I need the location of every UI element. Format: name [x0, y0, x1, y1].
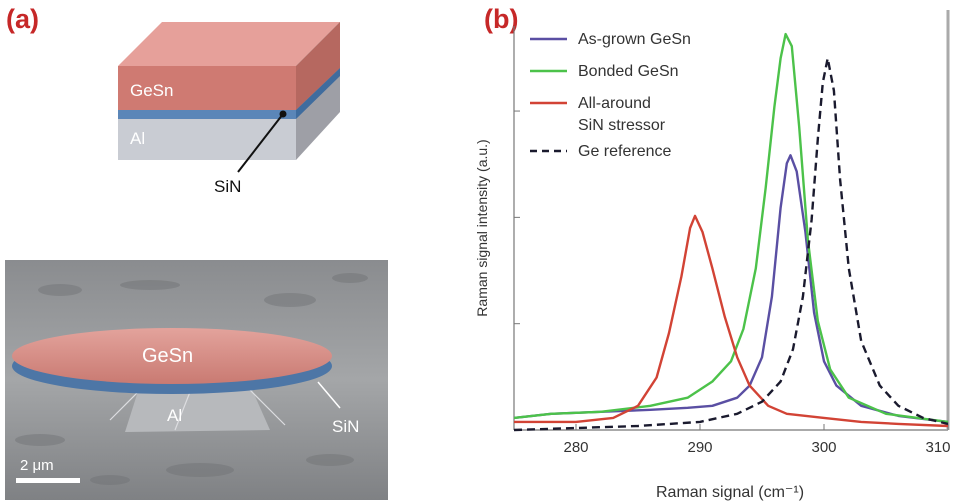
al-support: [125, 385, 270, 432]
gesn-right-face: [296, 22, 340, 110]
sin-pointer-line: [237, 113, 284, 173]
y-axis-label: Raman signal intensity (a.u.): [474, 139, 490, 316]
schematic-sin-label: SiN: [214, 177, 241, 196]
series-line-3: [513, 57, 949, 432]
legend-label-3: Ge reference: [578, 143, 671, 160]
al-front-face: [118, 119, 296, 160]
series-line-0: [513, 154, 949, 424]
x-tick-label: 280: [563, 439, 588, 456]
sem-micrograph: GeSn Al SiN 2 μm: [5, 260, 388, 500]
schematic-gesn-label: GeSn: [130, 81, 173, 100]
sem-al-label: Al: [167, 406, 182, 425]
layer-schematic: GeSn Al SiN: [118, 22, 340, 196]
gesn-disk: [12, 328, 332, 384]
sin-right-face: [296, 68, 340, 119]
scale-bar: [16, 478, 80, 483]
chart-axes: [513, 10, 950, 431]
sem-gesn-label: GeSn: [142, 345, 193, 367]
gesn-top-face: [118, 22, 340, 66]
y-ticks: [514, 110, 520, 325]
sem-texture: [15, 273, 368, 485]
x-ticks: 280 290 300 310: [563, 424, 951, 456]
x-tick-label: 310: [925, 439, 950, 456]
sem-sin-pointer: [317, 381, 341, 409]
panel-b-label: (b): [484, 4, 519, 34]
series-line-2: [514, 214, 949, 428]
panel-a-label: (a): [6, 4, 39, 34]
sin-front-face: [118, 110, 296, 119]
x-tick-label: 300: [811, 439, 836, 456]
legend-label-0: As-grown GeSn: [578, 31, 691, 48]
support-edges: [109, 389, 286, 431]
chart-legend: As-grown GeSn Bonded GeSn All-around SiN st…: [530, 31, 691, 160]
schematic-al-label: Al: [130, 129, 145, 148]
gesn-front-face: [118, 66, 296, 110]
series-lines: [513, 32, 949, 432]
series-line-1: [513, 32, 949, 424]
scale-bar-label: 2 μm: [20, 457, 54, 474]
sem-sin-label: SiN: [332, 417, 359, 436]
x-axis-label: Raman signal (cm⁻¹): [656, 484, 804, 501]
legend-label-1: Bonded GeSn: [578, 63, 679, 80]
x-tick-label: 290: [687, 439, 712, 456]
legend-label-2: All-around SiN stressor: [578, 95, 666, 134]
